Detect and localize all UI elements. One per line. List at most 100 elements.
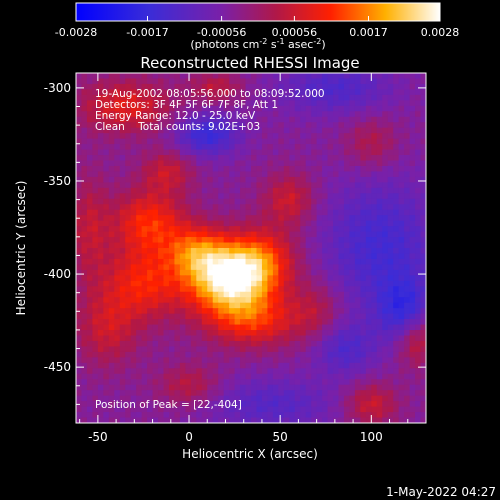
heatmap-cell xyxy=(327,406,334,413)
heatmap-cell xyxy=(272,237,279,244)
heatmap-cell xyxy=(327,308,334,315)
heatmap-cell xyxy=(272,133,279,140)
heatmap-cell xyxy=(343,286,351,293)
heatmap-cell xyxy=(333,176,340,183)
heatmap-cell xyxy=(86,133,94,140)
heatmap-cell xyxy=(86,100,94,107)
heatmap-cell xyxy=(163,122,170,129)
heatmap-cell xyxy=(92,395,99,402)
heatmap-cell xyxy=(114,373,121,380)
heatmap-cell xyxy=(294,253,301,260)
heatmap-cell xyxy=(289,171,296,178)
heatmap-cell xyxy=(278,286,285,293)
heatmap-cell xyxy=(387,275,394,282)
heatmap-cell xyxy=(147,127,154,134)
heatmap-cell xyxy=(163,155,170,162)
heatmap-cell xyxy=(365,330,372,337)
heatmap-cell xyxy=(229,248,236,255)
heatmap-cell xyxy=(168,362,176,369)
heatmap-cell xyxy=(316,83,323,91)
heatmap-cell xyxy=(114,193,121,200)
heatmap-cell xyxy=(92,302,99,309)
heatmap-cell xyxy=(147,165,154,173)
heatmap-cell xyxy=(338,297,345,304)
heatmap-cell xyxy=(218,231,225,238)
heatmap-cell xyxy=(365,226,372,233)
heatmap-cell xyxy=(147,78,154,85)
heatmap-cell xyxy=(333,171,340,178)
heatmap-cell xyxy=(382,220,389,227)
heatmap-cell xyxy=(316,171,323,178)
heatmap-cell xyxy=(207,171,214,178)
heatmap-cell xyxy=(223,406,230,413)
heatmap-cell xyxy=(234,187,241,194)
heatmap-cell xyxy=(354,111,361,118)
heatmap-cell xyxy=(240,237,247,244)
heatmap-cell xyxy=(409,346,416,353)
heatmap-cell xyxy=(103,144,110,151)
heatmap-cell xyxy=(190,100,197,107)
heatmap-cell xyxy=(108,220,115,227)
heatmap-cell xyxy=(212,313,219,320)
heatmap-cell xyxy=(415,127,422,134)
heatmap-cell xyxy=(92,94,99,101)
heatmap-cell xyxy=(261,248,269,255)
heatmap-cell xyxy=(103,395,110,402)
heatmap-cell xyxy=(179,395,186,402)
heatmap-cell xyxy=(333,401,340,408)
heatmap-cell xyxy=(234,248,241,255)
heatmap-cell xyxy=(415,89,422,96)
heatmap-cell xyxy=(114,149,121,156)
heatmap-cell xyxy=(294,401,301,408)
heatmap-cell xyxy=(311,242,318,249)
heatmap-cell xyxy=(196,357,203,364)
heatmap-cell xyxy=(114,78,121,85)
heatmap-cell xyxy=(409,302,416,309)
heatmap-cell xyxy=(152,105,159,112)
heatmap-cell xyxy=(185,133,192,140)
heatmap-cell xyxy=(365,176,372,183)
heatmap-cell xyxy=(130,116,137,123)
heatmap-cell xyxy=(97,160,104,167)
heatmap-cell xyxy=(267,237,274,244)
heatmap-cell xyxy=(163,253,170,260)
heatmap-cell xyxy=(207,242,214,249)
heatmap-cell xyxy=(354,176,361,183)
heatmap-cell xyxy=(409,83,416,91)
heatmap-cell xyxy=(272,412,279,419)
heatmap-cell xyxy=(338,193,345,200)
heatmap-cell xyxy=(76,362,83,369)
heatmap-cell xyxy=(196,401,203,408)
heatmap-cell xyxy=(185,237,192,244)
heatmap-cell xyxy=(404,302,411,309)
heatmap-cell xyxy=(382,237,389,244)
heatmap-cell xyxy=(130,193,137,200)
heatmap-cell xyxy=(289,340,296,348)
heatmap-cell xyxy=(223,395,230,402)
heatmap-cell xyxy=(108,138,115,145)
heatmap-cell xyxy=(354,253,361,260)
heatmap-cell xyxy=(125,204,132,211)
heatmap-cell xyxy=(240,160,247,167)
heatmap-cell xyxy=(311,171,318,178)
heatmap-cell xyxy=(256,346,263,353)
heatmap-cell xyxy=(316,105,323,112)
heatmap-cell xyxy=(185,226,192,233)
heatmap-cell xyxy=(229,324,236,331)
heatmap-cell xyxy=(382,204,389,211)
heatmap-cell xyxy=(103,373,110,380)
heatmap-cell xyxy=(261,368,269,375)
heatmap-cell xyxy=(376,226,383,233)
heatmap-cell xyxy=(245,138,252,145)
heatmap-cell xyxy=(398,384,405,391)
heatmap-cell xyxy=(147,362,154,369)
heatmap-cell xyxy=(223,94,230,101)
heatmap-cell xyxy=(311,226,318,233)
heatmap-cell xyxy=(322,324,329,331)
heatmap-cell xyxy=(333,78,340,85)
heatmap-cell xyxy=(316,286,323,293)
heatmap-cell xyxy=(76,198,83,205)
heatmap-cell xyxy=(333,275,340,282)
heatmap-cell xyxy=(404,412,411,419)
heatmap-cell xyxy=(294,357,301,364)
